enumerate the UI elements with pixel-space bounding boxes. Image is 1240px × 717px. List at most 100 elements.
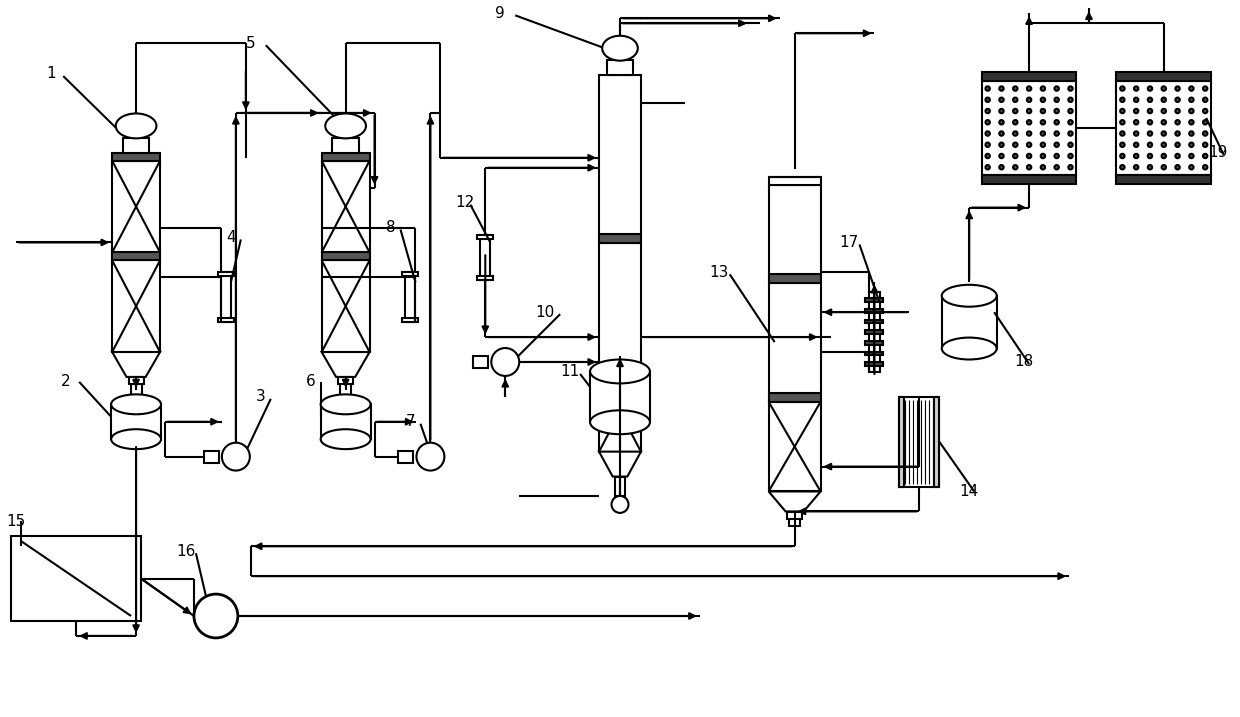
Text: 14: 14 [960,484,978,499]
Bar [769,176,821,185]
Circle shape [1162,86,1166,91]
Text: 2: 2 [61,374,71,389]
Bar [941,295,997,348]
Circle shape [1069,154,1073,158]
Bar [1116,175,1211,184]
Circle shape [1203,98,1208,102]
Circle shape [1027,131,1032,136]
Circle shape [1133,131,1138,136]
Bar [112,260,160,352]
Circle shape [1133,143,1138,147]
Text: 4: 4 [226,230,236,245]
Circle shape [1120,165,1125,169]
Bar [982,80,1076,175]
Bar [403,272,418,276]
Polygon shape [769,491,821,511]
Circle shape [1189,143,1194,147]
Text: 12: 12 [455,195,475,210]
Bar [599,372,641,452]
Circle shape [1013,165,1018,169]
Bar [321,252,370,260]
Bar [1116,72,1211,80]
Circle shape [1203,120,1208,125]
Bar [899,397,939,487]
Circle shape [986,120,990,125]
Circle shape [1069,165,1073,169]
Circle shape [1148,165,1152,169]
Bar [340,377,351,397]
Circle shape [1013,86,1018,91]
Bar [11,536,141,621]
Circle shape [1162,98,1166,102]
Ellipse shape [112,429,161,449]
Text: 11: 11 [560,364,579,379]
Text: 19: 19 [1209,146,1228,161]
Circle shape [1120,98,1125,102]
Circle shape [1027,154,1032,158]
Circle shape [1162,165,1166,169]
Circle shape [1054,98,1059,102]
Circle shape [999,154,1003,158]
Bar [129,377,144,384]
Circle shape [1148,120,1152,125]
Ellipse shape [115,113,156,138]
Circle shape [999,143,1003,147]
Bar [477,276,494,280]
Bar [130,377,141,397]
Polygon shape [599,452,641,477]
Text: 16: 16 [176,543,196,559]
Bar [123,138,149,153]
Circle shape [986,98,990,102]
Circle shape [1148,98,1152,102]
Circle shape [1162,109,1166,113]
Bar [769,393,821,402]
Circle shape [1040,98,1045,102]
Bar [982,175,1076,184]
Circle shape [1176,131,1179,136]
Circle shape [1133,165,1138,169]
Circle shape [1069,120,1073,125]
Bar [332,138,358,153]
Circle shape [1040,109,1045,113]
Circle shape [1203,109,1208,113]
Circle shape [1069,98,1073,102]
Bar [405,272,415,322]
Circle shape [1176,165,1179,169]
Circle shape [986,143,990,147]
Bar [398,451,413,462]
Text: 3: 3 [255,389,265,404]
Circle shape [1189,154,1194,158]
Circle shape [1148,154,1152,158]
Bar [866,331,883,334]
Circle shape [1054,131,1059,136]
Circle shape [1203,86,1208,91]
Circle shape [1189,131,1194,136]
Bar [112,153,160,161]
Bar [480,235,490,280]
Circle shape [1069,86,1073,91]
Circle shape [1162,131,1166,136]
Circle shape [1069,109,1073,113]
Circle shape [1120,109,1125,113]
Circle shape [1120,154,1125,158]
Circle shape [1040,143,1045,147]
Ellipse shape [590,359,650,384]
Circle shape [999,109,1003,113]
Circle shape [1189,98,1194,102]
Text: 10: 10 [536,305,554,320]
Bar [769,402,821,491]
Text: 8: 8 [386,220,396,235]
Circle shape [1040,120,1045,125]
Bar [866,320,883,323]
Circle shape [999,120,1003,125]
Circle shape [1162,143,1166,147]
Bar [787,513,802,519]
Circle shape [986,154,990,158]
Circle shape [1027,109,1032,113]
Circle shape [1040,131,1045,136]
Circle shape [1176,109,1179,113]
Circle shape [1069,131,1073,136]
Bar [1116,80,1211,175]
Bar [866,298,883,302]
Bar [321,260,370,352]
